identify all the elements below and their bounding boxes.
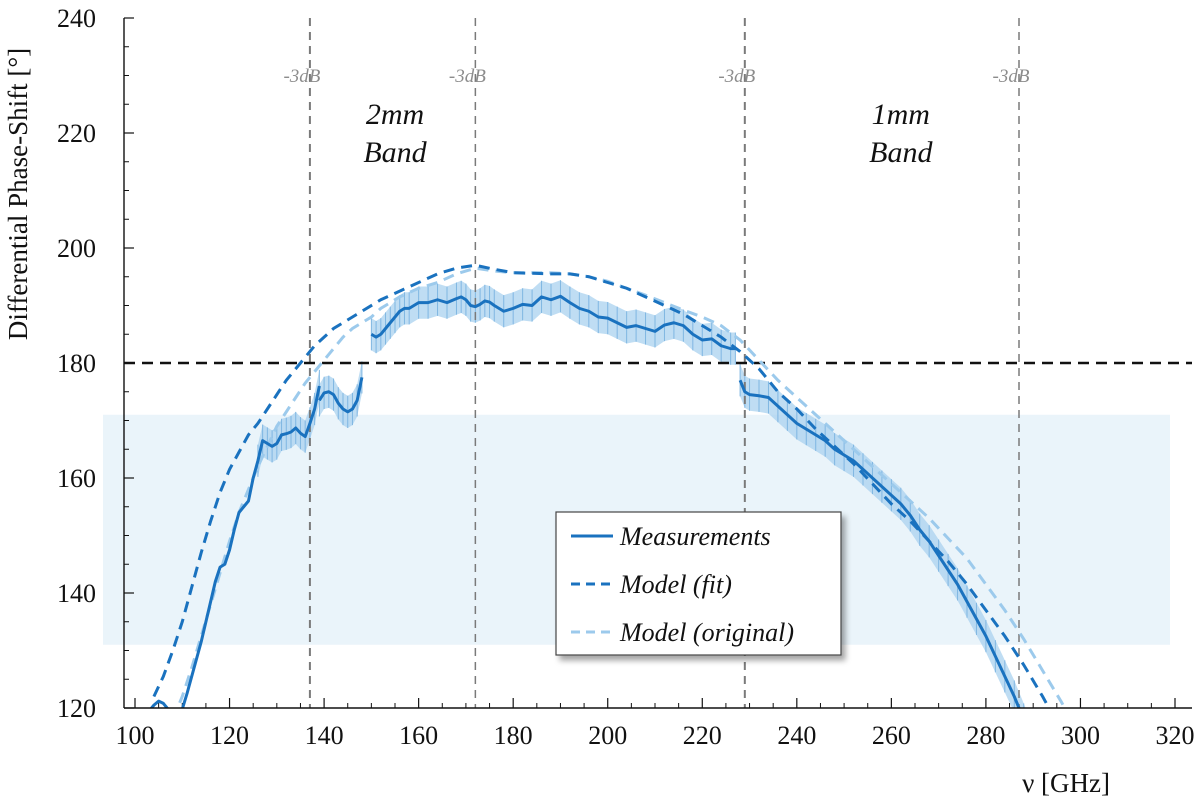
y-tick-label: 120: [57, 694, 96, 723]
series-measurements: [370, 294, 736, 351]
vertical-line-label: -3dB: [993, 66, 1030, 87]
series-measurements: [738, 379, 1021, 708]
legend: Measurements Model (fit) Model (original…: [555, 511, 842, 656]
x-tick-label: 120: [210, 721, 249, 750]
y-tick-label: 180: [57, 349, 96, 378]
x-tick-label: 200: [588, 721, 627, 750]
x-tick-label: 180: [494, 721, 533, 750]
vertical-line-label: -3dB: [283, 66, 320, 87]
plot-area: [124, 18, 1192, 708]
error-band: [371, 280, 736, 365]
series-model-fit: [152, 263, 1051, 708]
x-tick-label: 280: [966, 721, 1005, 750]
vertical-line-label: -3dB: [718, 66, 755, 87]
x-axis-title: ν [GHz]: [1022, 768, 1110, 798]
band-label-line1: 2mm: [366, 98, 424, 131]
y-tick-label: 220: [57, 119, 96, 148]
series-measurements: [149, 385, 321, 708]
y-tick-label: 240: [57, 4, 96, 33]
y-tick-label: 200: [57, 234, 96, 263]
error-band: [257, 369, 320, 477]
series-layer: [149, 263, 1067, 708]
legend-label-model-original: Model (original): [619, 618, 794, 647]
y-axis-title: Differential Phase-Shift [°]: [3, 48, 33, 340]
band-label-line2: Band: [869, 136, 933, 169]
x-tick-label: 140: [305, 721, 344, 750]
y-tick-label: 140: [57, 579, 96, 608]
band-label-line2: Band: [363, 136, 427, 169]
legend-label-model-fit: Model (fit): [619, 570, 732, 599]
x-tick-label: 300: [1061, 721, 1100, 750]
y-tick-labels: 120 140 160 180 200 220 240: [57, 4, 96, 723]
x-tick-labels: 100 120 140 160 180 200 220 240 260 280 300 320: [116, 721, 1195, 750]
vertical-line-label: -3dB: [449, 66, 486, 87]
x-tick-label: 160: [399, 721, 438, 750]
x-tick-label: 260: [872, 721, 911, 750]
x-tick-label: 220: [683, 721, 722, 750]
band-labels: 2mm Band 1mm Band: [363, 98, 933, 169]
vertical-line-labels: -3dB -3dB -3dB -3dB: [283, 66, 1029, 87]
x-tick-label: 320: [1156, 721, 1195, 750]
band-label-line1: 1mm: [872, 98, 930, 131]
legend-label-measurements: Measurements: [619, 522, 771, 551]
x-tick-label: 100: [116, 721, 155, 750]
series-measurements: [318, 377, 364, 414]
x-tick-label: 240: [777, 721, 816, 750]
y-tick-label: 160: [57, 464, 96, 493]
